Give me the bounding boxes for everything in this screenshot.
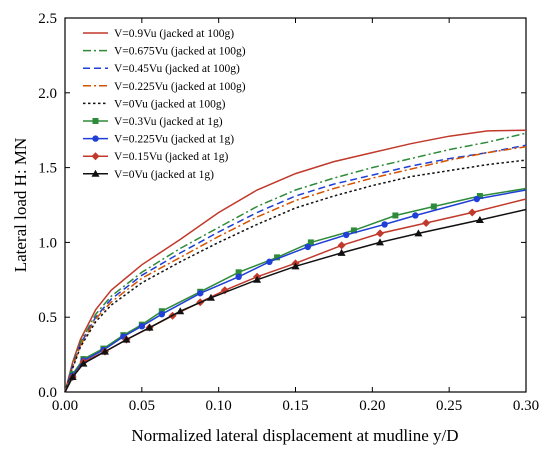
legend-item: V=0.225Vu (jacked at 1g) <box>83 134 234 146</box>
y-axis-title: Lateral load H: MN <box>11 138 30 273</box>
series-line <box>64 145 527 393</box>
x-tick-label: 0.00 <box>52 398 78 414</box>
series-3 <box>64 144 527 393</box>
series-2 <box>64 132 527 393</box>
series-line <box>64 208 527 393</box>
data-point <box>291 262 300 270</box>
series-line <box>64 187 527 393</box>
legend-label: V=0Vu (jacked at 100g) <box>114 98 226 110</box>
x-axis-title: Normalized lateral displacement at mudli… <box>131 426 458 445</box>
legend-label: V=0.3Vu (jacked at 1g) <box>114 116 223 128</box>
y-tick-label: 2.5 <box>38 11 57 27</box>
y-tick-label: 1.5 <box>38 161 57 177</box>
legend-marker <box>91 169 100 177</box>
data-point <box>266 258 273 266</box>
data-point <box>343 231 350 239</box>
series-8 <box>64 198 527 393</box>
series-1 <box>64 129 527 393</box>
data-point <box>392 212 399 219</box>
series-layer <box>64 129 527 393</box>
series-line <box>64 189 527 393</box>
legend-item: V=0.3Vu (jacked at 1g) <box>83 116 223 128</box>
data-point <box>337 248 346 256</box>
data-point <box>79 359 88 367</box>
x-tick-label: 0.15 <box>282 398 308 414</box>
data-point <box>304 243 311 251</box>
data-point <box>122 335 131 343</box>
series-5 <box>64 159 527 393</box>
data-point <box>274 254 281 261</box>
data-point <box>158 311 166 318</box>
data-point <box>307 239 314 246</box>
legend-item: V=0.675Vu (jacked at 100g) <box>83 46 246 58</box>
data-point <box>197 290 204 297</box>
data-point <box>350 227 357 234</box>
data-point <box>145 323 154 331</box>
series-line <box>64 159 527 393</box>
data-point <box>412 212 419 219</box>
legend-marker <box>91 152 100 161</box>
data-point <box>253 275 262 283</box>
x-tick-label: 0.05 <box>129 398 155 414</box>
data-point <box>422 218 431 227</box>
data-point <box>176 307 185 315</box>
data-point <box>468 208 477 217</box>
x-tick-label: 0.20 <box>359 398 385 414</box>
legend-item: V=0Vu (jacked at 100g) <box>83 98 226 110</box>
y-tick-label: 0.5 <box>38 310 57 326</box>
legend-label: V=0.45Vu (jacked at 100g) <box>114 63 240 75</box>
legend-label: V=0.675Vu (jacked at 100g) <box>114 46 246 58</box>
series-6 <box>64 187 527 393</box>
legend-marker <box>92 135 99 142</box>
x-tick-label: 0.30 <box>513 398 539 414</box>
series-7 <box>64 189 527 393</box>
legend-label: V=0.15Vu (jacked at 1g) <box>114 151 229 163</box>
data-point <box>376 229 385 238</box>
legend-label: V=0.225Vu (jacked at 100g) <box>114 81 246 93</box>
legend-label: V=0.225Vu (jacked at 1g) <box>114 134 234 146</box>
series-line <box>64 132 527 393</box>
axis-ticks: 0.00 0.05 0.10 0.15 0.20 0.25 0.30 0.0 0.5 1.0 1.5… <box>38 11 539 414</box>
data-point <box>235 273 242 281</box>
data-point <box>473 195 481 203</box>
series-9 <box>64 208 527 393</box>
series-line <box>64 144 527 393</box>
data-point <box>414 229 423 237</box>
legend-marker <box>92 118 99 124</box>
series-line <box>64 129 527 393</box>
legend: V=0.9Vu (jacked at 100g) V=0.675Vu (jacke… <box>83 28 246 181</box>
data-point <box>138 322 146 330</box>
data-point <box>376 238 385 246</box>
data-point <box>100 347 109 355</box>
legend-item: V=0.15Vu (jacked at 1g) <box>83 151 229 163</box>
data-point <box>476 193 483 200</box>
data-point <box>381 221 388 228</box>
data-point <box>475 215 484 223</box>
x-tick-label: 0.25 <box>436 398 462 414</box>
data-point <box>206 293 215 301</box>
y-tick-label: 0.0 <box>38 385 57 401</box>
legend-label: V=0.9Vu (jacked at 100g) <box>114 28 234 40</box>
y-tick-label: 2.0 <box>38 86 57 102</box>
data-point <box>337 241 346 250</box>
data-point <box>68 373 77 381</box>
series-line <box>64 198 527 393</box>
x-tick-label: 0.10 <box>206 398 232 414</box>
data-point <box>430 203 437 210</box>
legend-item: V=0.225Vu (jacked at 100g) <box>83 81 246 93</box>
legend-item: V=0.45Vu (jacked at 100g) <box>83 63 240 75</box>
legend-label: V=0Vu (jacked at 1g) <box>114 169 214 181</box>
legend-item: V=0.9Vu (jacked at 100g) <box>83 28 234 40</box>
series-4 <box>64 145 527 393</box>
legend-item: V=0Vu (jacked at 1g) <box>83 169 214 181</box>
y-tick-label: 1.0 <box>38 235 57 251</box>
data-point <box>235 269 242 276</box>
